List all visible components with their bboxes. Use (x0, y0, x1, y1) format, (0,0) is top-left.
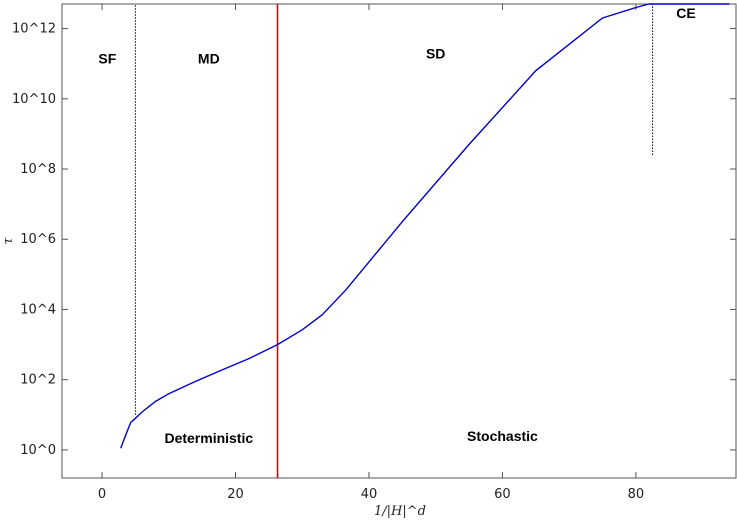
y-tick-label-5: 10^10 (12, 92, 56, 107)
x-tick-label-4: 80 (628, 487, 645, 502)
region-labels: SF MD SD CE Deterministic Stochastic (98, 5, 695, 446)
y-tick-label-6: 10^12 (12, 22, 56, 37)
x-tick-label-3: 60 (494, 487, 511, 502)
region-label-sd: SD (426, 45, 445, 61)
y-tick-label-1: 10^2 (20, 373, 56, 388)
x-axis-ticks: 0 20 40 60 80 (98, 4, 644, 502)
x-tick-label-1: 20 (227, 487, 244, 502)
y-tick-label-3: 10^6 (20, 232, 56, 247)
region-label-deterministic: Deterministic (164, 430, 253, 446)
y-axis-title: τ (1, 237, 16, 245)
region-label-stochastic: Stochastic (467, 428, 538, 444)
x-tick-label-0: 0 (98, 487, 106, 502)
region-dividers (134, 4, 654, 478)
region-label-sf: SF (98, 51, 116, 67)
y-tick-label-0: 10^0 (20, 443, 56, 458)
tau-curve-line (120, 3, 730, 449)
y-tick-label-2: 10^4 (20, 302, 56, 317)
x-axis-title: 1/|H|^d (374, 504, 426, 519)
region-label-ce: CE (676, 5, 695, 21)
y-axis-ticks: 10^0 10^2 10^4 10^6 10^8 10^10 10^12 (12, 22, 736, 458)
x-tick-label-2: 40 (361, 487, 378, 502)
region-label-md: MD (198, 51, 220, 67)
y-tick-label-4: 10^8 (20, 162, 56, 177)
plot-frame (61, 3, 737, 479)
